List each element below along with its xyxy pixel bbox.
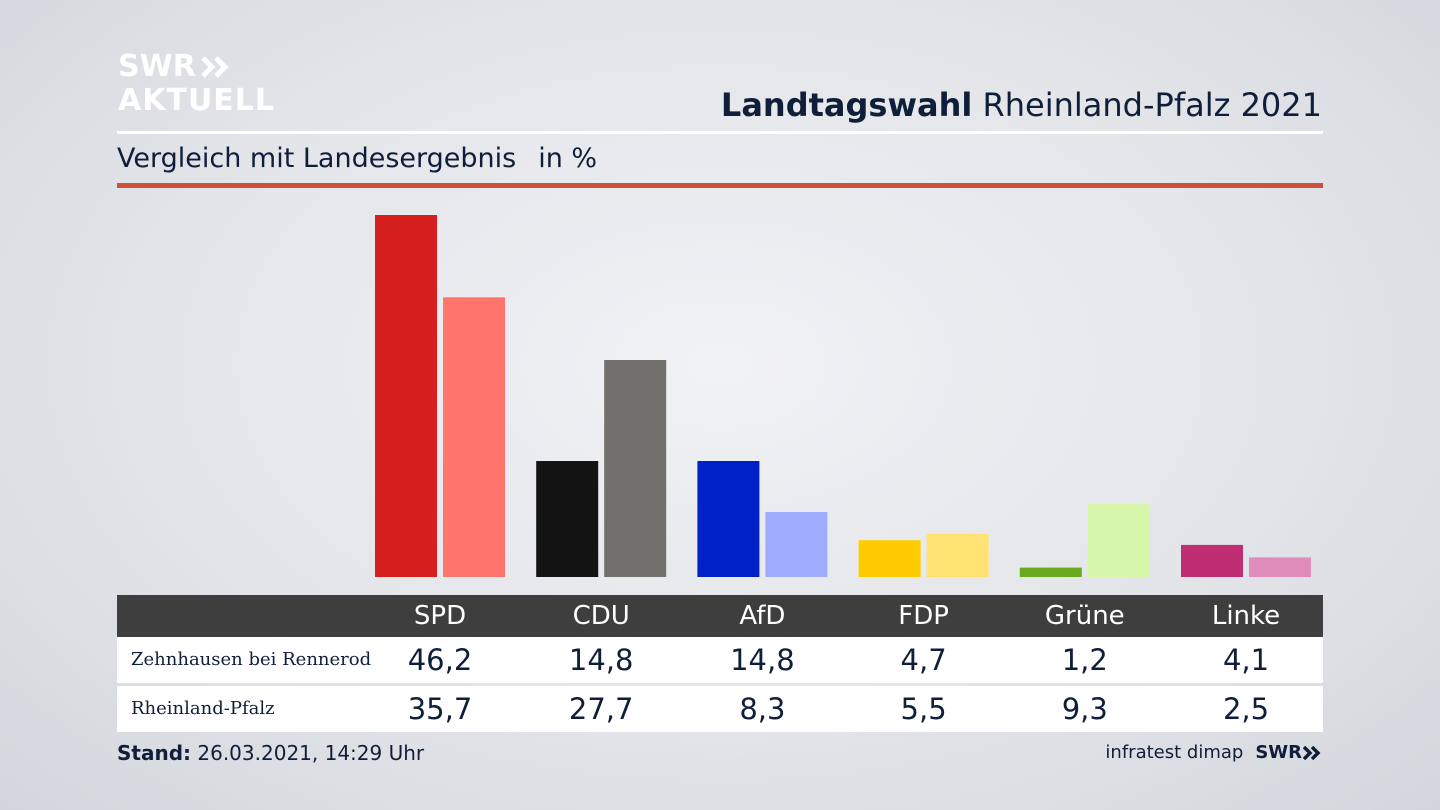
swr-footer-logo: SWR [1255, 742, 1322, 763]
bar-gruene-local [1019, 567, 1082, 577]
bar-fdp-local [858, 540, 921, 577]
column-header-afd: AfD [739, 601, 786, 631]
subtitle-unit: in % [538, 143, 598, 174]
bar-spd-local [375, 215, 437, 577]
table-cell-gruene: 9,3 [1061, 692, 1108, 726]
bar-afd-local [697, 461, 760, 577]
bar-spd-state [443, 297, 505, 577]
table-cell-cdu: 27,7 [568, 692, 634, 726]
table-row: Zehnhausen bei Rennerod 46,2 14,8 14,8 4,7 1… [117, 637, 1323, 683]
column-header-linke: Linke [1211, 601, 1281, 631]
chart-subtitle: Vergleich mit Landesergebnis in % [117, 143, 597, 174]
bar-fdp-state [926, 533, 989, 577]
page-title: Landtagswahl Rheinland-Pfalz 2021 [721, 86, 1322, 124]
table-cell-spd: 46,2 [407, 643, 473, 677]
source-credit: infratest dimap SWR [1105, 742, 1322, 763]
double-chevron-icon [201, 56, 229, 78]
stand-value: 26.03.2021, 14:29 Uhr [197, 741, 425, 765]
table-cell-spd: 35,7 [407, 692, 473, 726]
source-text: infratest dimap [1105, 742, 1244, 763]
title-divider [117, 131, 1323, 134]
bar-cdu-state [604, 360, 667, 577]
logo-line-2: AKTUELL [118, 83, 276, 118]
column-header-fdp: FDP [898, 601, 949, 631]
title-rest: Rheinland-Pfalz 2021 [982, 86, 1322, 124]
bar-linke-state [1249, 557, 1311, 577]
table-cell-afd: 14,8 [730, 643, 795, 677]
table-cell-fdp: 5,5 [900, 692, 947, 726]
double-chevron-icon [1302, 745, 1321, 760]
swr-aktuell-logo: SWR AKTUELL [118, 52, 275, 116]
column-header-spd: SPD [413, 601, 467, 631]
bar-gruene-state [1087, 504, 1150, 577]
bar-cdu-local [536, 461, 599, 577]
results-table: SPD CDU AfD FDP Grüne Linke Zehnhausen bei Re… [117, 595, 1323, 732]
table-cell-gruene: 1,2 [1061, 643, 1108, 677]
subtitle-text: Vergleich mit Landesergebnis [117, 143, 517, 174]
stand-label: Stand: [117, 741, 192, 765]
swr-footer-text: SWR [1255, 742, 1302, 763]
title-bold: Landtagswahl [720, 86, 973, 124]
table-cell-fdp: 4,7 [900, 643, 947, 677]
table-cell-cdu: 14,8 [568, 643, 634, 677]
table-cell-linke: 2,5 [1222, 692, 1270, 726]
bar-linke-local [1181, 544, 1243, 577]
table-row: Rheinland-Pfalz 35,7 27,7 8,3 5,5 9,3 2,5 [117, 686, 1323, 732]
column-header-gruene: Grüne [1044, 601, 1125, 631]
column-header-cdu: CDU [572, 601, 630, 631]
bar-afd-state [765, 512, 828, 577]
table-cell-linke: 4,1 [1222, 643, 1270, 677]
timestamp: Stand: 26.03.2021, 14:29 Uhr [117, 741, 424, 765]
logo-line-1: SWR [118, 49, 196, 84]
table-header: SPD CDU AfD FDP Grüne Linke [117, 595, 1323, 637]
row-label: Rheinland-Pfalz [131, 698, 275, 719]
row-label: Zehnhausen bei Rennerod [131, 649, 372, 670]
table-cell-afd: 8,3 [739, 692, 786, 726]
subtitle-divider [117, 183, 1323, 188]
